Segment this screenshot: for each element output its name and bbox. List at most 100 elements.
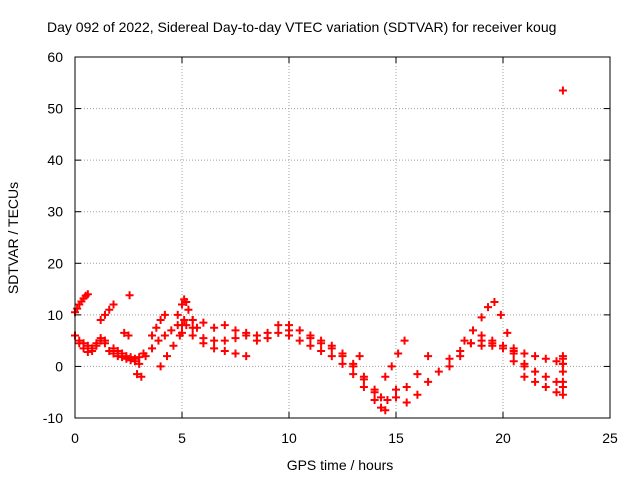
- data-point: [173, 310, 182, 319]
- data-point: [135, 359, 144, 368]
- series-descend-b: [285, 331, 390, 415]
- data-point: [445, 354, 454, 363]
- data-point: [178, 328, 186, 337]
- data-point: [100, 310, 109, 319]
- data-point: [434, 367, 443, 376]
- data-point: [338, 352, 347, 361]
- series-outlier: [558, 86, 567, 95]
- series-rise-16: [392, 352, 433, 402]
- data-point: [100, 336, 109, 345]
- data-point: [79, 344, 88, 353]
- series-early-cluster-d: [109, 344, 148, 363]
- data-point: [178, 300, 186, 309]
- data-point: [499, 341, 507, 350]
- data-point: [242, 352, 251, 361]
- data-point: [370, 388, 379, 397]
- data-point: [210, 336, 219, 345]
- data-point: [383, 395, 392, 404]
- series-band-5-8-c: [188, 316, 251, 337]
- series-isolated-a: [125, 291, 134, 300]
- data-point: [122, 352, 131, 361]
- data-point: [306, 341, 315, 350]
- data-point: [445, 362, 454, 371]
- data-point: [509, 346, 518, 355]
- data-point: [105, 305, 114, 314]
- data-point: [220, 346, 229, 355]
- data-point: [520, 372, 529, 381]
- data-point: [477, 341, 486, 350]
- data-point: [541, 372, 550, 381]
- x-tick-label: 15: [388, 430, 404, 446]
- series-band-5-8-b: [178, 328, 251, 361]
- data-point: [210, 344, 219, 353]
- data-point: [349, 362, 358, 371]
- data-point: [392, 385, 400, 394]
- series-hump-19: [445, 331, 529, 381]
- data-point: [477, 313, 486, 322]
- data-point: [558, 352, 567, 361]
- data-point: [163, 352, 172, 361]
- data-point: [400, 336, 409, 345]
- data-point: [359, 383, 368, 392]
- x-tick-label: 5: [178, 430, 186, 446]
- data-point: [349, 370, 358, 379]
- data-point: [460, 336, 469, 345]
- plot-frame: [74, 56, 611, 419]
- data-point: [148, 331, 157, 340]
- data-point: [156, 316, 165, 325]
- data-point: [477, 331, 486, 340]
- data-point: [220, 336, 229, 345]
- data-point: [317, 346, 326, 355]
- y-tick-label: 50: [47, 101, 63, 117]
- x-tick-label: 20: [495, 430, 511, 446]
- y-tick-label: 60: [47, 49, 63, 65]
- y-tick-label: 40: [47, 152, 63, 168]
- data-point: [220, 321, 229, 330]
- data-point: [306, 334, 315, 343]
- data-points: [71, 86, 567, 415]
- y-tick-label: 0: [55, 358, 63, 374]
- data-point: [327, 344, 336, 353]
- x-tick-label: 10: [281, 430, 297, 446]
- data-point: [392, 393, 400, 402]
- data-point: [124, 331, 133, 340]
- data-point: [113, 346, 122, 355]
- data-point: [541, 354, 550, 363]
- data-point: [387, 362, 396, 371]
- data-point: [160, 310, 169, 319]
- data-point: [402, 383, 411, 392]
- data-point: [370, 395, 379, 404]
- data-point: [466, 339, 475, 348]
- data-point: [83, 347, 92, 356]
- data-point: [558, 377, 567, 386]
- data-point: [92, 339, 101, 348]
- data-point: [295, 326, 304, 335]
- data-point: [317, 339, 326, 348]
- data-point: [75, 339, 84, 348]
- data-point: [469, 326, 478, 335]
- data-point: [109, 344, 118, 353]
- data-point: [488, 339, 497, 348]
- data-point: [558, 390, 567, 399]
- data-point: [509, 357, 518, 366]
- y-tick-label: 20: [47, 255, 63, 271]
- x-tick-label: 0: [71, 430, 79, 446]
- series-isolated-c: [355, 352, 364, 361]
- x-axis-label: GPS time / hours: [287, 457, 394, 473]
- data-point: [105, 346, 114, 355]
- data-point: [210, 323, 219, 332]
- data-point: [154, 336, 163, 345]
- series-descend-a: [274, 321, 386, 402]
- data-point: [96, 334, 105, 343]
- data-point: [394, 349, 403, 358]
- data-point: [109, 300, 118, 309]
- data-point: [355, 352, 364, 361]
- data-point: [424, 352, 433, 361]
- data-point: [156, 362, 165, 371]
- chart-title: Day 092 of 2022, Sidereal Day-to-day VTE…: [47, 19, 556, 35]
- data-point: [73, 304, 82, 313]
- series-rise-15: [381, 336, 409, 381]
- series-late-band-a: [509, 346, 567, 368]
- data-point: [531, 377, 540, 386]
